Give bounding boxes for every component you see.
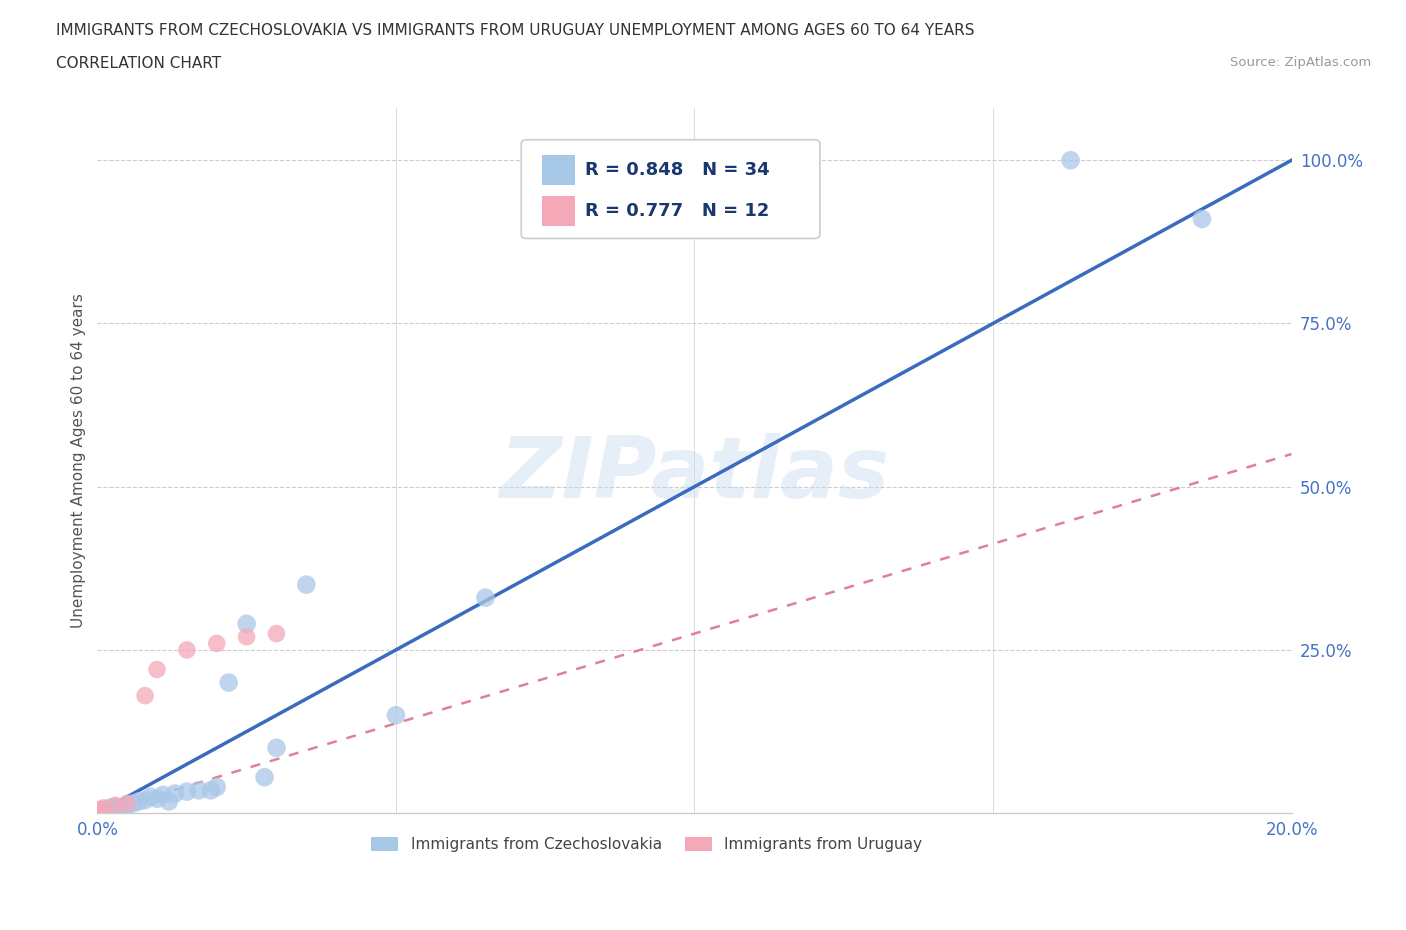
- Point: [205, 779, 228, 794]
- Point: [86, 805, 108, 820]
- Point: [187, 783, 209, 798]
- Text: CORRELATION CHART: CORRELATION CHART: [56, 56, 221, 71]
- Point: [295, 578, 318, 592]
- Point: [86, 804, 108, 819]
- Text: Source: ZipAtlas.com: Source: ZipAtlas.com: [1230, 56, 1371, 69]
- Point: [86, 805, 108, 820]
- Point: [115, 796, 138, 811]
- Legend: Immigrants from Czechoslovakia, Immigrants from Uruguay: Immigrants from Czechoslovakia, Immigran…: [364, 830, 928, 858]
- Point: [134, 792, 156, 807]
- Point: [98, 801, 121, 816]
- Point: [176, 643, 198, 658]
- Point: [146, 662, 169, 677]
- Point: [205, 636, 228, 651]
- Text: ZIPatlas: ZIPatlas: [499, 433, 890, 516]
- Point: [139, 790, 162, 804]
- Text: IMMIGRANTS FROM CZECHOSLOVAKIA VS IMMIGRANTS FROM URUGUAY UNEMPLOYMENT AMONG AGE: IMMIGRANTS FROM CZECHOSLOVAKIA VS IMMIGR…: [56, 23, 974, 38]
- Text: R = 0.777   N = 12: R = 0.777 N = 12: [585, 202, 769, 220]
- Point: [253, 770, 276, 785]
- Point: [134, 688, 156, 703]
- Point: [128, 794, 150, 809]
- Point: [110, 803, 132, 817]
- Point: [200, 783, 222, 798]
- FancyBboxPatch shape: [541, 155, 575, 184]
- Point: [86, 805, 108, 820]
- Point: [86, 805, 108, 820]
- Point: [385, 708, 408, 723]
- Point: [152, 788, 174, 803]
- Point: [146, 791, 169, 806]
- Point: [86, 805, 108, 820]
- FancyBboxPatch shape: [541, 196, 575, 226]
- Point: [91, 803, 114, 817]
- Point: [115, 798, 138, 813]
- Text: R = 0.848   N = 34: R = 0.848 N = 34: [585, 161, 769, 179]
- Point: [163, 786, 186, 801]
- Point: [266, 626, 288, 641]
- Point: [86, 805, 108, 820]
- Point: [86, 804, 108, 819]
- Point: [176, 784, 198, 799]
- FancyBboxPatch shape: [522, 140, 820, 238]
- Point: [86, 804, 108, 818]
- Point: [91, 801, 114, 816]
- Point: [235, 617, 257, 631]
- Point: [157, 794, 180, 809]
- Point: [474, 591, 496, 605]
- Point: [1191, 211, 1213, 226]
- Point: [235, 630, 257, 644]
- Point: [104, 798, 127, 813]
- Point: [104, 799, 127, 814]
- Point: [1059, 153, 1081, 167]
- Point: [266, 740, 288, 755]
- Point: [86, 805, 108, 820]
- Point: [122, 796, 145, 811]
- Point: [218, 675, 240, 690]
- Y-axis label: Unemployment Among Ages 60 to 64 years: Unemployment Among Ages 60 to 64 years: [72, 293, 86, 628]
- Point: [86, 803, 108, 817]
